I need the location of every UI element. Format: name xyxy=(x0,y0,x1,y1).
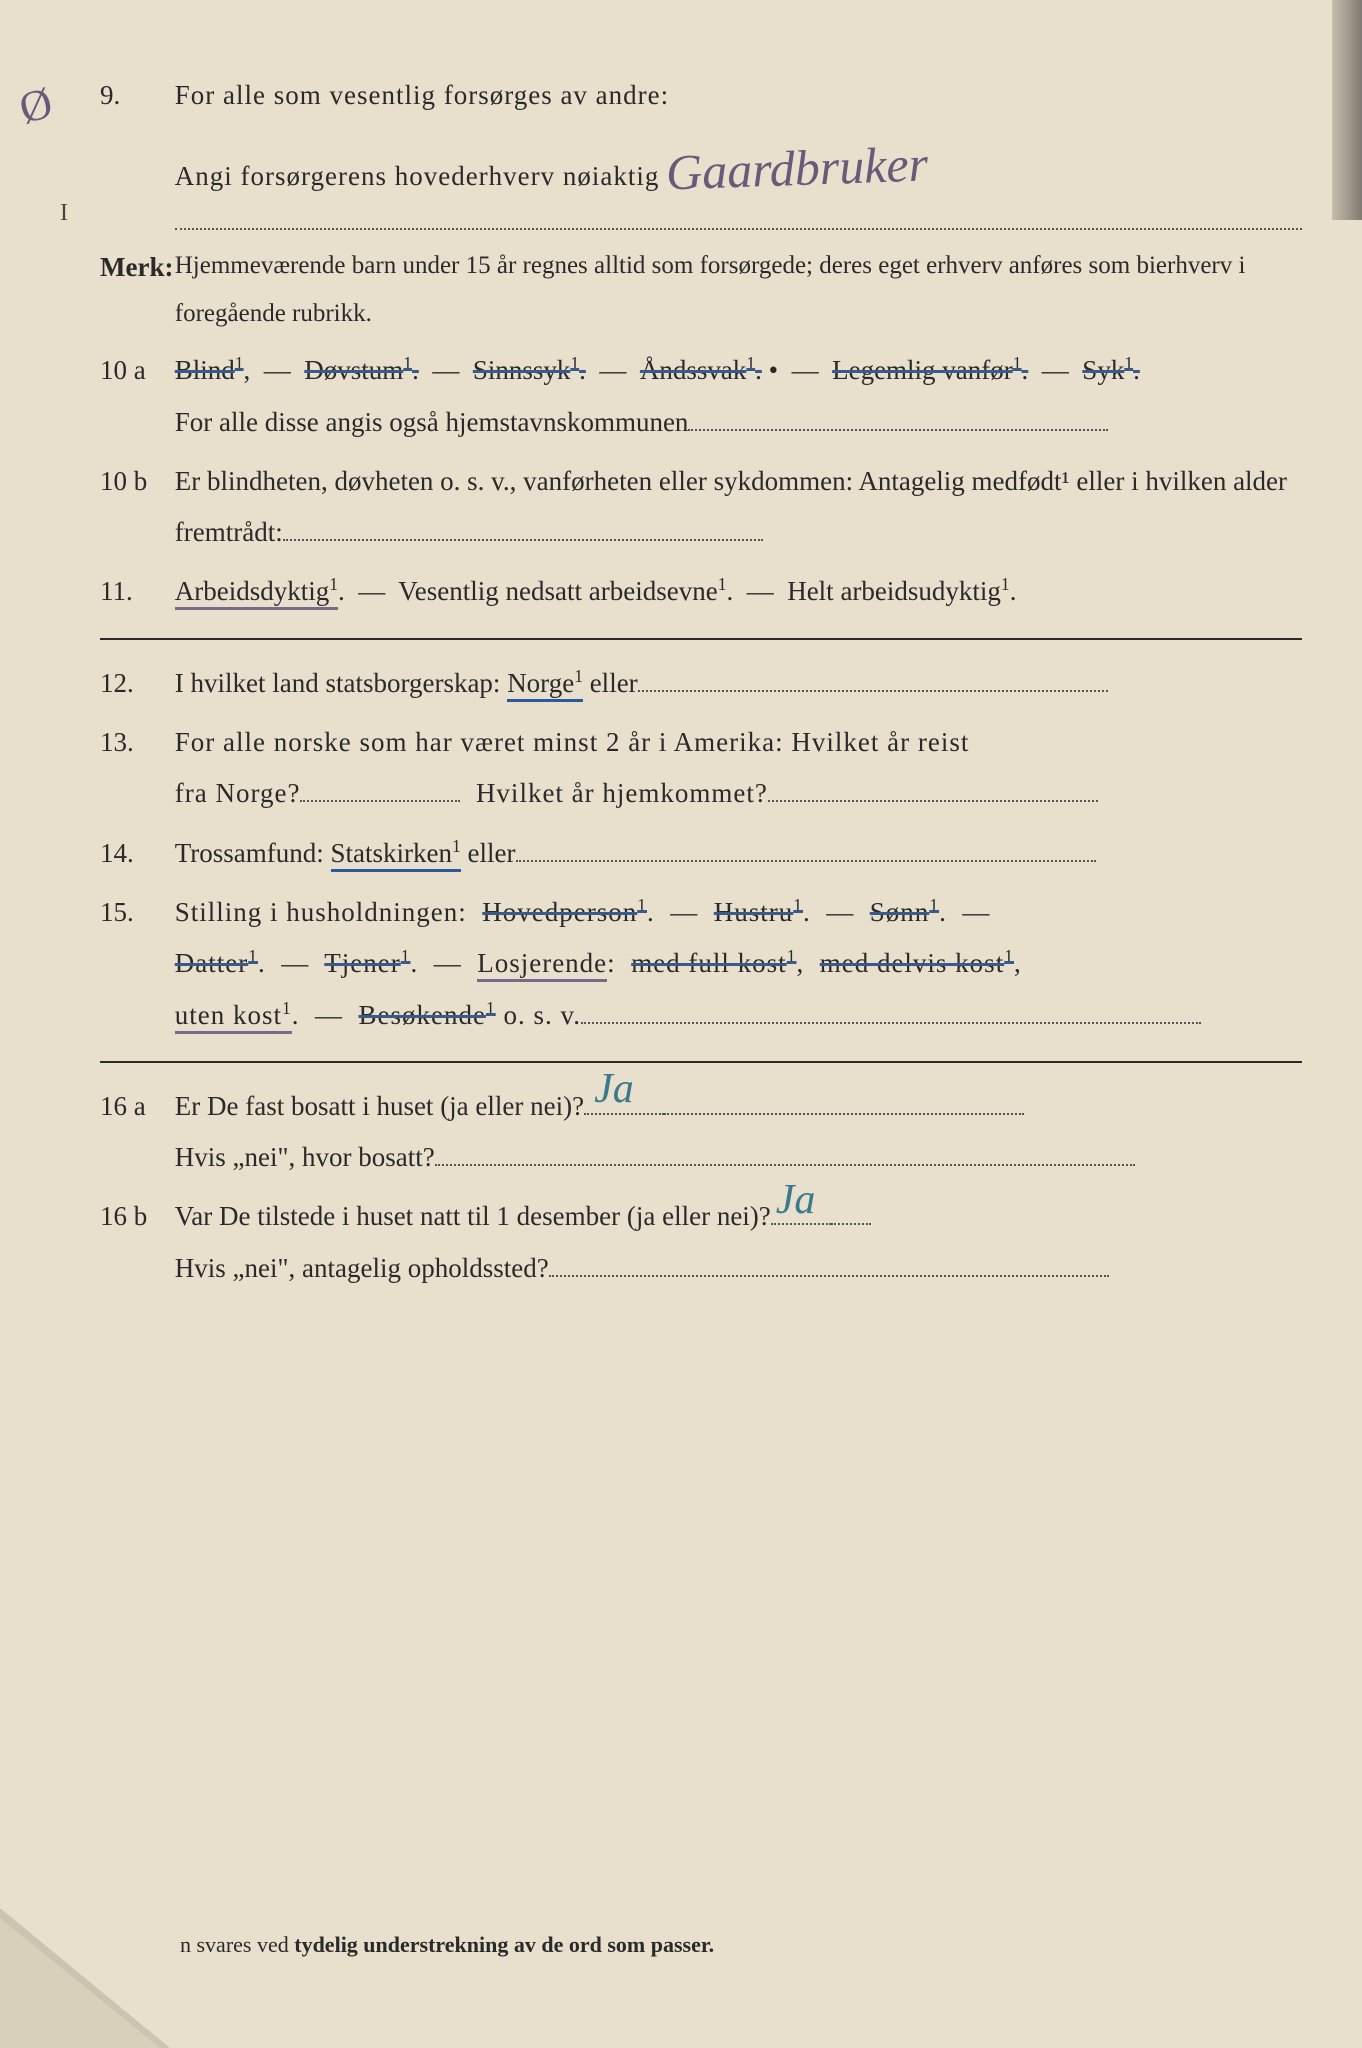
q14-after: eller xyxy=(468,838,516,868)
merk-label: Merk: xyxy=(100,242,168,293)
q13-line2b: Hvilket år hjemkommet? xyxy=(476,778,768,808)
section-divider-2 xyxy=(100,1061,1302,1063)
q15-opt-sonn: Sønn1 xyxy=(870,897,939,927)
q10a-opt-syk: Syk1. xyxy=(1082,355,1140,385)
q16a-answer: Ja xyxy=(594,1050,634,1130)
dotted-line xyxy=(175,228,1302,230)
q14-number: 14. xyxy=(100,828,168,879)
q13-line1: For alle norske som har været minst 2 år… xyxy=(175,727,970,757)
q10a-opt-dovstum: Døvstum1. xyxy=(304,355,419,385)
q16b-answer: Ja xyxy=(776,1161,816,1241)
q10a-line2: For alle disse angis også hjemstavnskomm… xyxy=(175,407,689,437)
q15-number: 15. xyxy=(100,887,168,938)
q13-line2a: fra Norge? xyxy=(175,778,301,808)
q15-opt-datter: Datter1 xyxy=(175,948,258,978)
question-16b: 16 b Var De tilstede i huset natt til 1 … xyxy=(100,1191,1302,1294)
q13-number: 13. xyxy=(100,717,168,768)
q10a-opt-sinnssyk: Sinnssyk1. xyxy=(473,355,586,385)
question-9: 9. For alle som vesentlig forsørges av a… xyxy=(100,70,1302,216)
q14-before: Trossamfund: xyxy=(175,838,331,868)
q16a-line2: Hvis „nei", hvor bosatt? xyxy=(175,1142,435,1172)
q15-opt-fullkost: med full kost1 xyxy=(631,948,796,978)
question-13: 13. For alle norske som har været minst … xyxy=(100,717,1302,820)
merk-text: Hjemmeværende barn under 15 år regnes al… xyxy=(175,242,1297,337)
q16b-number: 16 b xyxy=(100,1191,168,1242)
q15-opt-hustru: Hustru1 xyxy=(714,897,803,927)
question-16a: 16 a Er De fast bosatt i huset (ja eller… xyxy=(100,1081,1302,1184)
q9-answer-handwritten: Gaardbruker xyxy=(665,117,930,221)
merk-note: Merk: Hjemmeværende barn under 15 år reg… xyxy=(100,242,1302,337)
q16a-number: 16 a xyxy=(100,1081,168,1132)
q15-opt-utenkost: uten kost1 xyxy=(175,1000,292,1034)
q11-opt-nedsatt: Vesentlig nedsatt arbeidsevne1 xyxy=(398,576,726,606)
question-14: 14. Trossamfund: Statskirken1 eller xyxy=(100,828,1302,879)
q11-number: 11. xyxy=(100,566,168,617)
q15-opt-hovedperson: Hovedperson1 xyxy=(482,897,647,927)
q10a-opt-legemlig: Legemlig vanfør1. xyxy=(832,355,1028,385)
q12-option-norge: Norge1 xyxy=(507,668,583,702)
q16b-line1: Var De tilstede i huset natt til 1 desem… xyxy=(175,1201,771,1231)
margin-mark-small: I xyxy=(60,200,68,227)
q12-after: eller xyxy=(590,668,638,698)
scan-edge xyxy=(1332,0,1362,220)
q10a-number: 10 a xyxy=(100,345,168,396)
question-10b: 10 b Er blindheten, døvheten o. s. v., v… xyxy=(100,456,1302,559)
q12-number: 12. xyxy=(100,658,168,709)
question-10a: 10 a Blind1, — Døvstum1. — Sinnssyk1. — … xyxy=(100,345,1302,448)
q15-opt-besokende: Besøkende1 xyxy=(359,1000,496,1030)
q9-number: 9. xyxy=(100,70,168,121)
q10a-opt-andssvak: Åndssvak1. xyxy=(640,355,762,385)
q9-line2-label: Angi forsørgerens hovederhverv nøiaktig xyxy=(175,161,660,191)
question-15: 15. Stilling i husholdningen: Hovedperso… xyxy=(100,887,1302,1041)
q15-opt-delviskost: med delvis kost1 xyxy=(820,948,1014,978)
footer-bold: tydelig understrekning av de ord som pas… xyxy=(294,1932,714,1957)
q14-option-statskirken: Statskirken1 xyxy=(331,838,461,872)
q11-opt-arbeidsdyktig: Arbeidsdyktig1 xyxy=(175,576,338,610)
q11-opt-udyktig: Helt arbeidsudyktig1 xyxy=(787,576,1009,606)
question-12: 12. I hvilket land statsborgerskap: Norg… xyxy=(100,658,1302,709)
margin-scribble: Ø xyxy=(14,77,58,134)
q9-line1: For alle som vesentlig forsørges av andr… xyxy=(175,80,669,110)
footer-before: n svares ved xyxy=(180,1932,294,1957)
q12-before: I hvilket land statsborgerskap: xyxy=(175,668,507,698)
corner-fold xyxy=(0,1918,160,2048)
section-divider xyxy=(100,638,1302,640)
footer-instruction: n svares ved tydelig understrekning av d… xyxy=(180,1932,714,1958)
q15-label: Stilling i husholdningen: xyxy=(175,897,467,927)
q16a-line1: Er De fast bosatt i huset (ja eller nei)… xyxy=(175,1091,584,1121)
question-11: 11. Arbeidsdyktig1. — Vesentlig nedsatt … xyxy=(100,566,1302,617)
q10b-number: 10 b xyxy=(100,456,168,507)
q16b-line2: Hvis „nei", antagelig opholdssted? xyxy=(175,1253,549,1283)
q10a-opt-blind: Blind1 xyxy=(175,355,244,385)
q15-opt-losjerende: Losjerende xyxy=(477,948,607,982)
q15-opt-tjener: Tjener1 xyxy=(324,948,410,978)
q15-trailing: o. s. v. xyxy=(504,1000,582,1030)
